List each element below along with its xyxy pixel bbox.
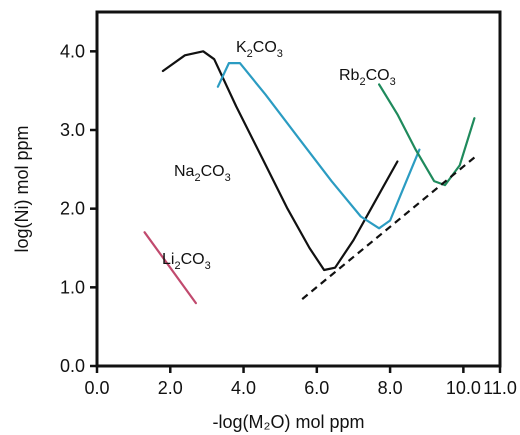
series-line-li2co3 bbox=[143, 231, 197, 305]
series-line-k2co3 bbox=[216, 62, 421, 230]
series-label-na2co3: Na2CO3 bbox=[174, 163, 231, 184]
x-tick-label: 0.0 bbox=[84, 378, 109, 398]
series-line-trend-dashed bbox=[301, 156, 476, 300]
x-tick-label: 10.0 bbox=[446, 378, 481, 398]
x-tick-label: 8.0 bbox=[378, 378, 403, 398]
x-tick-label: 11.0 bbox=[483, 378, 517, 398]
series-label-rb2co3: Rb2CO3 bbox=[339, 67, 396, 88]
x-tick-label: 6.0 bbox=[304, 378, 329, 398]
y-axis-label: log(Ni) mol ppm bbox=[12, 125, 32, 252]
y-tick-label: 0.0 bbox=[60, 356, 85, 376]
plot-frame bbox=[95, 10, 502, 368]
y-tick-label: 3.0 bbox=[60, 120, 85, 140]
y-tick-label: 2.0 bbox=[60, 199, 85, 219]
y-tick-label: 4.0 bbox=[60, 41, 85, 61]
series-line-na2co3 bbox=[161, 50, 399, 272]
series-label-k2co3: K2CO3 bbox=[236, 39, 283, 60]
series-label-li2co3: Li2CO3 bbox=[162, 251, 211, 272]
y-tick-label: 1.0 bbox=[60, 277, 85, 297]
series-line-rb2co3 bbox=[378, 83, 476, 187]
x-axis-label: -log(M₂O) mol ppm bbox=[212, 412, 364, 432]
x-tick-label: 2.0 bbox=[158, 378, 183, 398]
x-tick-label: 4.0 bbox=[231, 378, 256, 398]
